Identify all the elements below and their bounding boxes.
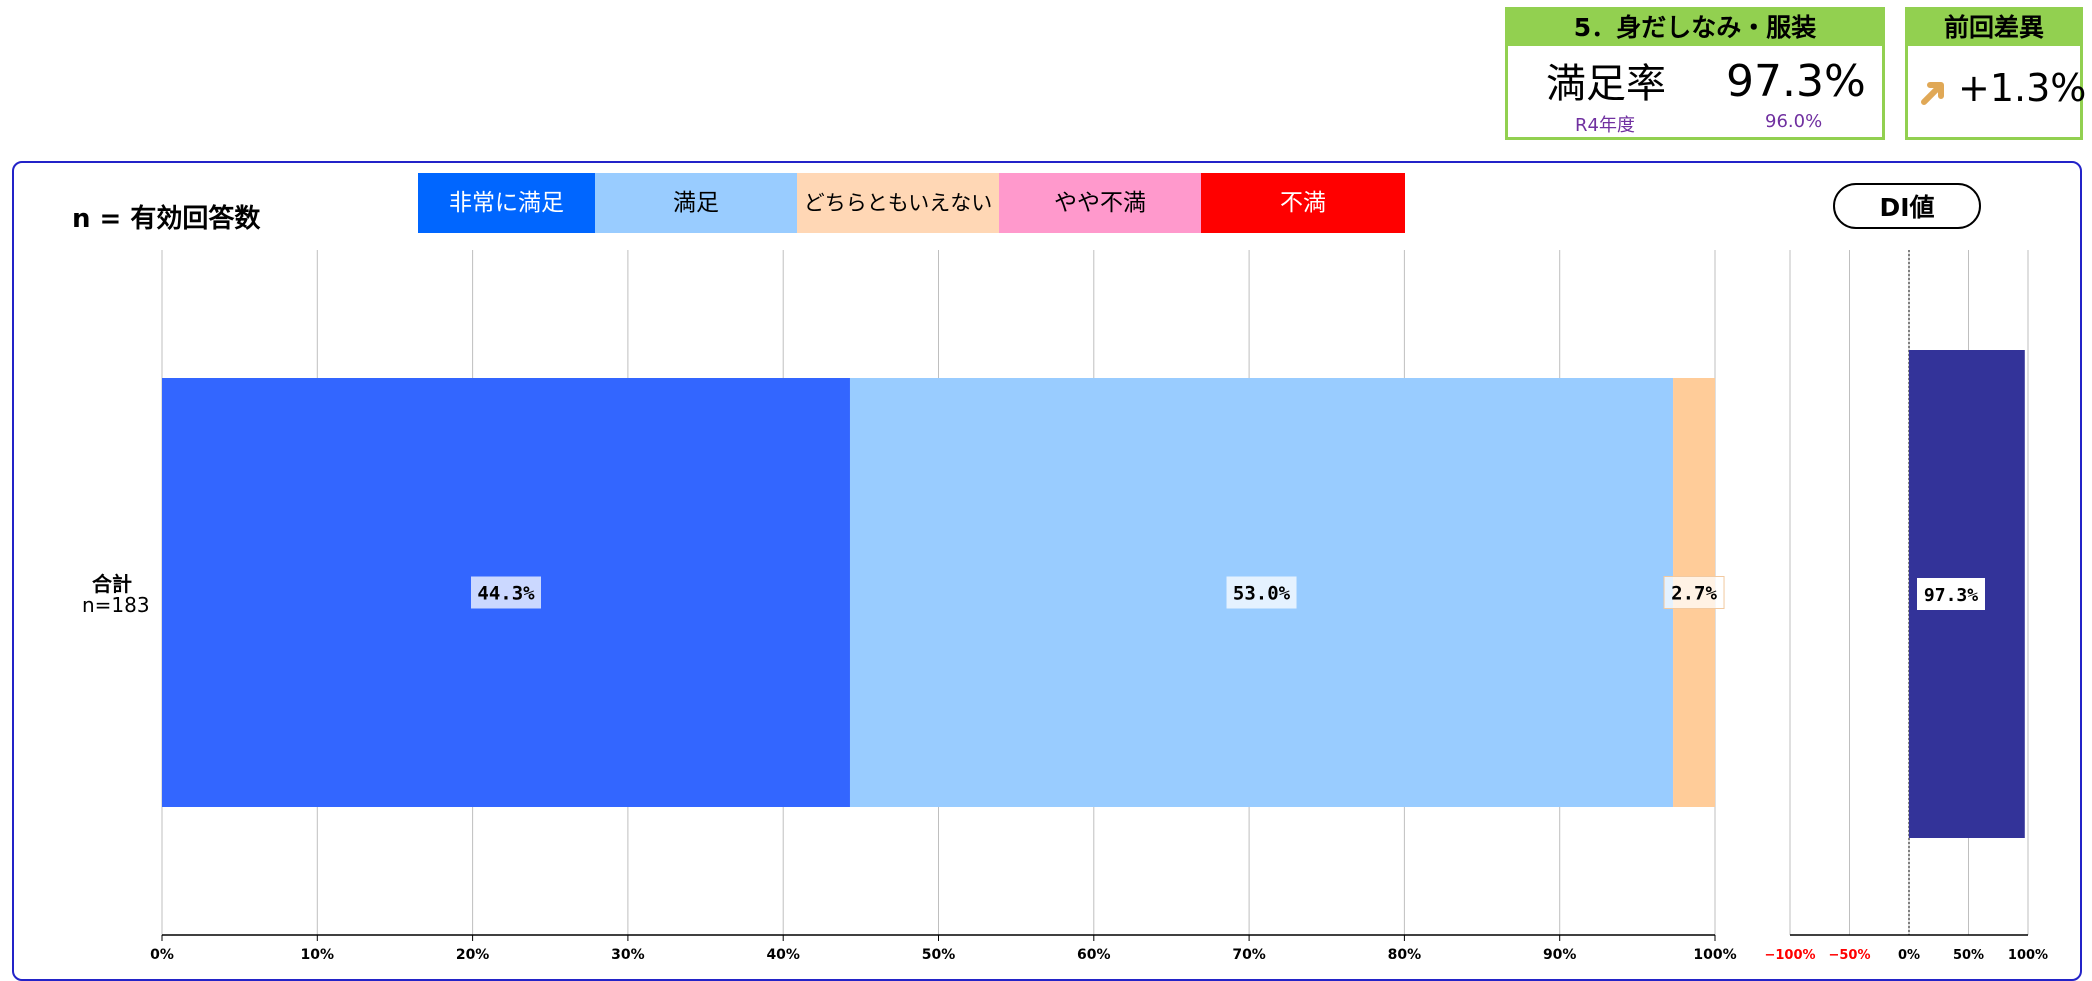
x-tick-label: 20% bbox=[456, 947, 490, 963]
di-tick-label: −100% bbox=[1764, 948, 1815, 963]
di-tick-label: −50% bbox=[1828, 948, 1870, 963]
di-value-button[interactable]: DI値 bbox=[1833, 183, 1981, 229]
x-tick-label: 60% bbox=[1077, 947, 1111, 963]
row-n: n=183 bbox=[82, 593, 150, 617]
diff-card: 前回差異 +1.3% bbox=[1905, 7, 2087, 140]
legend-neutral: どちらともいえない bbox=[797, 173, 999, 233]
x-tick-label: 0% bbox=[150, 947, 174, 963]
legend-dissatisfied: 不満 bbox=[1201, 173, 1405, 233]
di-tick-label: 0% bbox=[1898, 948, 1920, 963]
x-tick-label: 50% bbox=[922, 947, 956, 963]
data-label: 2.7% bbox=[1671, 583, 1717, 605]
legend-very-satisfied: 非常に満足 bbox=[418, 173, 595, 233]
x-tick-label: 90% bbox=[1543, 947, 1577, 963]
data-label-bg bbox=[1663, 576, 1725, 609]
n-label: n = 有効回答数 bbox=[72, 204, 261, 234]
x-tick-label: 70% bbox=[1232, 947, 1266, 963]
di-data-label: 97.3% bbox=[1924, 585, 1978, 606]
prev-year-label: R4年度 bbox=[1575, 115, 1635, 136]
satisfaction-card: 5．身だしなみ・服装 満足率 97.3% R4年度 96.0% bbox=[1505, 7, 1885, 140]
row-label: 合計 bbox=[92, 572, 132, 596]
x-tick-label: 30% bbox=[611, 947, 645, 963]
di-label-bg bbox=[1917, 578, 1985, 610]
data-label: 44.3% bbox=[477, 583, 535, 605]
prev-year-value: 96.0% bbox=[1765, 111, 1823, 132]
x-tick-label: 40% bbox=[766, 947, 800, 963]
section-title: 5．身だしなみ・服装 bbox=[1508, 10, 1882, 46]
arrow-up-right-icon bbox=[1921, 82, 1944, 105]
di-tick-label: 50% bbox=[1953, 948, 1984, 963]
data-label: 53.0% bbox=[1233, 583, 1291, 605]
diff-title: 前回差異 bbox=[1908, 10, 2080, 46]
satisfaction-label: 満足率 bbox=[1546, 61, 1666, 107]
legend-satisfied: 満足 bbox=[595, 173, 797, 233]
x-tick-label: 100% bbox=[1693, 947, 1736, 963]
data-label-bg bbox=[1226, 576, 1297, 609]
legend-somewhat-dissatisfied: やや不満 bbox=[999, 173, 1201, 233]
data-label-bg bbox=[470, 576, 541, 609]
x-tick-label: 80% bbox=[1388, 947, 1422, 963]
di-tick-label: 100% bbox=[2008, 948, 2048, 963]
satisfaction-value: 97.3% bbox=[1726, 56, 1866, 107]
x-tick-label: 10% bbox=[301, 947, 335, 963]
diff-value: +1.3% bbox=[1958, 66, 2087, 110]
